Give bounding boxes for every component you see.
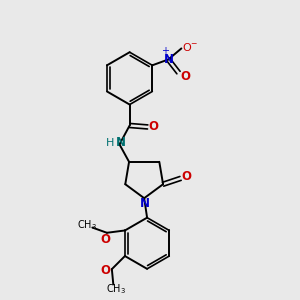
Text: O: O — [181, 170, 191, 184]
Text: O$^{-}$: O$^{-}$ — [182, 41, 198, 53]
Text: O: O — [100, 264, 110, 277]
Text: O: O — [101, 233, 111, 246]
Text: O: O — [180, 70, 190, 83]
Text: N: N — [116, 136, 126, 149]
Text: N: N — [164, 53, 174, 66]
Text: H: H — [106, 138, 114, 148]
Text: O: O — [148, 120, 158, 134]
Text: CH$_3$: CH$_3$ — [77, 218, 97, 232]
Text: CH$_3$: CH$_3$ — [106, 283, 126, 296]
Text: +: + — [161, 46, 169, 56]
Text: N: N — [140, 197, 150, 211]
